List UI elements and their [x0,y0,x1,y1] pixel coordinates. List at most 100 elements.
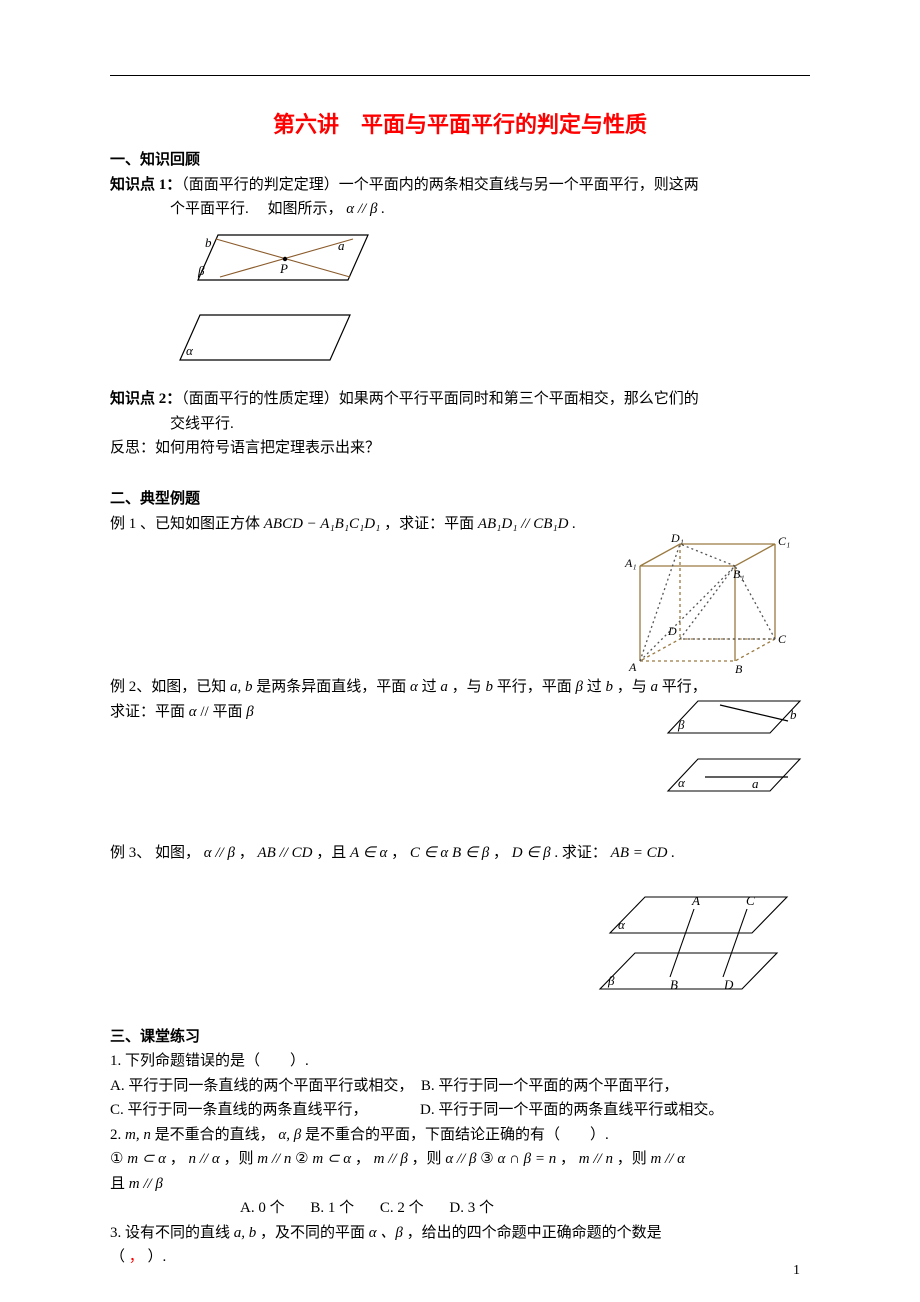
t: β [575,679,582,695]
t: α // β [445,1151,476,1167]
abcd-A: A [691,893,700,908]
t: 是不重合的平面，下面结论正确的有（ ）. [305,1127,609,1143]
fig1-b: b [205,235,212,250]
t: ，且 [316,845,346,861]
figure-abcd-planes: A C B D α β [592,889,802,999]
t: 是两条异面直线，平面 [256,679,406,695]
t: ，则 [412,1151,442,1167]
t: 例 3、 如图， [110,845,200,861]
q2-options: A. 0 个 B. 1 个 C. 2 个 D. 3 个 [110,1197,810,1220]
t: 过 [422,679,437,695]
t: ）. [148,1249,167,1265]
t: 平行，平面 [497,679,572,695]
cube-B1: B₁ [733,567,745,581]
sec2-head: 二、典型例题 [110,488,810,511]
figure-two-planes: b a P β α [168,225,810,383]
page-number: 1 [793,1260,800,1281]
t: ， [355,1151,370,1167]
pl-alpha: α [678,775,686,790]
t: m, n [125,1127,151,1143]
k1-formula: α // β . [346,201,385,217]
t: B. 平行于同一个平面的两个平面平行， [421,1078,679,1094]
t: a, b [230,679,253,695]
t: A. 平行于同一条直线的两个平面平行或相交， [110,1078,406,1094]
t: 平行， [662,679,707,695]
ex1-pre: 例 1 、已知如图正方体 [110,516,260,532]
q3: 3. 设有不同的直线 a, b ，及不同的平面 α 、β ，给出的四个命题中正确… [110,1222,810,1245]
t: ，及不同的平面 [260,1225,365,1241]
t: m // α [650,1151,685,1167]
cube-C: C [778,632,787,646]
t: D ∈ β [512,845,551,861]
t: ， [560,1151,575,1167]
cube-A1: A₁ [624,556,637,570]
t: ， [493,845,508,861]
t: β [246,704,253,720]
cube-D: D [667,624,677,638]
opt-D: D. 3 个 [449,1197,494,1220]
reflect-text: 反思：如何用符号语言把定理表示出来？ [110,440,380,456]
t: 例 2、如图，已知 [110,679,226,695]
cube-C1: C₁ [778,534,790,548]
q2-detail: ① m ⊂ α ， n // α ，则 m // n ② m ⊂ α ， m /… [110,1148,810,1171]
t: ③ [480,1151,493,1167]
t: 2. [110,1127,125,1143]
abcd-D: D [723,977,734,992]
k2-cont: 交线平行. [110,413,810,436]
t: m ⊂ α [127,1151,166,1167]
q2-detail2: 且 m // β [110,1173,810,1196]
opt-A: A. 0 个 [240,1197,285,1220]
t: α [410,679,418,695]
t: m // n [579,1151,613,1167]
t: . 求证： [554,845,607,861]
t: ② [295,1151,308,1167]
k2-text: （面面平行的性质定理）如果两个平行平面同时和第三个平面相交，那么它们的 [181,391,699,407]
k2-label: 知识点 2： [110,391,181,407]
abcd-beta: β [607,973,615,988]
t: α [189,704,197,720]
t: // 平面 [200,704,242,720]
t: a [440,679,448,695]
t: AB = CD . [611,845,675,861]
fig1-a: a [338,238,345,253]
t: B ∈ β [452,845,489,861]
t: m // β [129,1176,163,1192]
k1-label: 知识点 1： [110,177,181,193]
ex1-mid: ABCD − A₁B₁C₁D₁ [264,516,381,532]
t: ，与 [617,679,647,695]
t: ， [391,845,406,861]
opt-C: C. 2 个 [380,1197,424,1220]
q3-paren: （ ， ）. [110,1246,810,1269]
t: ， [170,1151,185,1167]
reflect: 反思：如何用符号语言把定理表示出来？ [110,437,810,460]
t: 且 [110,1176,125,1192]
t: ① [110,1151,123,1167]
ex1-mid2: ，求证：平面 [384,516,474,532]
abcd-B: B [670,977,678,992]
t: （ [110,1249,125,1265]
k2: 知识点 2：（面面平行的性质定理）如果两个平行平面同时和第三个平面相交，那么它们… [110,388,810,411]
t: C ∈ α [410,845,448,861]
red-comma: ， [129,1249,144,1265]
q1: 1. 下列命题错误的是（ ）. [110,1050,810,1073]
t: n // α [189,1151,220,1167]
abcd-C: C [746,893,755,908]
abcd-alpha: α [618,917,626,932]
cube-D1: D₁ [670,531,684,545]
figure-cube: A B C D A₁ B₁ C₁ D₁ [615,531,800,676]
sec3-head: 三、课堂练习 [110,1026,810,1049]
sec1-head: 一、知识回顾 [110,149,810,172]
cube-A: A [628,660,637,674]
t: m ⊂ α [312,1151,351,1167]
q1-cd: C. 平行于同一条直线的两条直线平行， D. 平行于同一个平面的两条直线平行或相… [110,1099,810,1122]
t: α ∩ β = n [497,1151,556,1167]
t: AB // CD [257,845,312,861]
t: m // β [374,1151,408,1167]
t: C. 平行于同一条直线的两条直线平行， [110,1102,360,1118]
t: 是不重合的直线， [155,1127,275,1143]
t: m // n [257,1151,291,1167]
fig1-alpha: α [186,343,194,358]
t: ，则 [223,1151,253,1167]
ex1-f1: AB₁D₁ // CB₁D . [478,516,576,532]
t: ，与 [452,679,482,695]
